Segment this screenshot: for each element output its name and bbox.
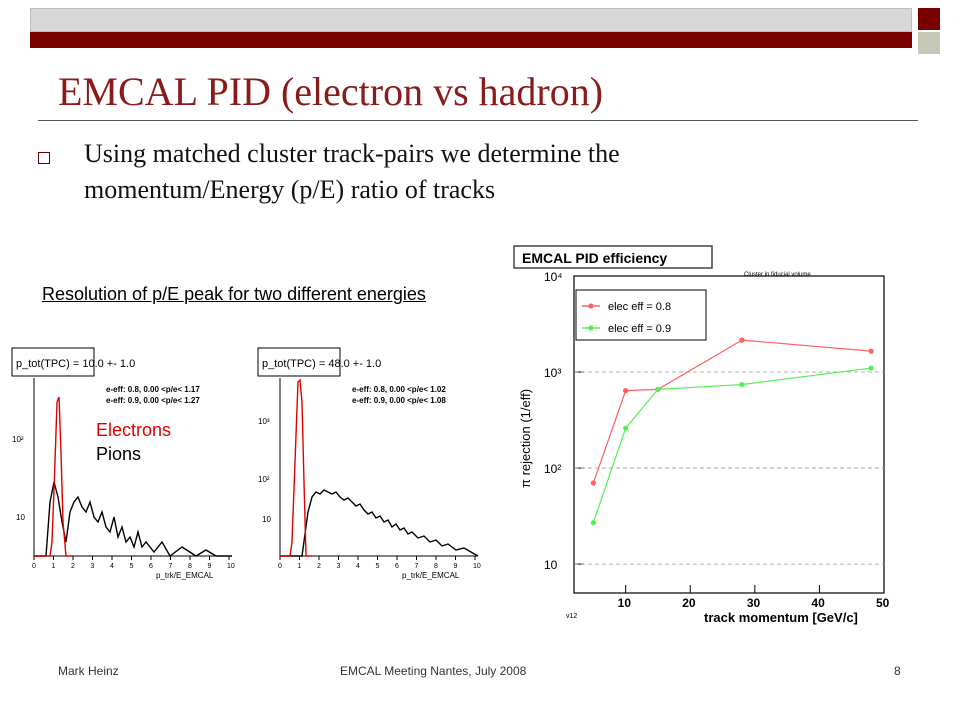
hist1-xtick-label-8: 8 [188,563,192,570]
hist2-xtick-label-0: 0 [278,563,282,570]
series-1-point-1 [623,425,629,431]
bullet-text: Using matched cluster track-pairs we det… [84,139,620,204]
hist2-electron-curve [280,378,312,557]
hist2-xtick-label-5: 5 [376,563,380,570]
hist2-ytick-100: 10² [258,475,270,484]
hist1-xtick-label-3: 3 [91,563,95,570]
series-1-point-3 [739,381,745,388]
hist1-ytick-100: 10² [12,435,24,444]
hist2-xtick-label-9: 9 [454,563,458,570]
legend-label-0: elec eff = 0.8 [608,301,671,313]
chart-xtick-label-10: 10 [618,596,632,610]
hist1-xtick-label-10: 10 [227,563,235,570]
chart-ylabel: π rejection (1/eff) [518,389,533,488]
chart-xtick-label-40: 40 [811,596,825,610]
chart-frame [573,275,885,594]
footer-author: Mark Heinz [58,664,119,678]
hist1-xtick-label-6: 6 [149,563,153,570]
bullet-square-icon [38,152,50,164]
header-band-dark [30,32,912,48]
chart-gridlines [574,371,884,565]
hist1-eff-line2: e-eff: 0.9, 0.00 <p/e< 1.27 [106,396,200,405]
legend-label-1: elec eff = 0.9 [608,323,671,335]
hist2-eff-line1: e-eff: 0.8, 0.00 <p/e< 1.02 [352,385,446,394]
chart-xtick-label-50: 50 [876,596,890,610]
hist1-ytick-10: 10 [16,513,25,522]
hist2-pion-curve [280,489,479,557]
slide-title: EMCAL PID (electron vs hadron) [58,69,604,114]
legend-marker-1 [588,325,594,331]
histogram-48gev: p_tot(TPC) = 48.0 +- 1.0 e-eff: 0.8, 0.0… [252,342,488,582]
chart-title: EMCAL PID efficiency [522,250,667,266]
series-1-point-2 [655,386,661,392]
legend-pions: Pions [96,444,142,464]
header-square-dark [918,8,940,30]
chart-axes: 10 20 30 40 50 10⁴ 10³ 10² 10 [544,270,890,610]
hist2-xtick-label-8: 8 [434,563,438,570]
hist2-xtick-label-3: 3 [337,563,341,570]
chart-xtick-label-30: 30 [747,596,761,610]
legend-electrons: Electrons [96,420,172,440]
chart-subtitle: Cluster in fiducial volume [744,272,811,278]
hist2-eff-line2: e-eff: 0.9, 0.00 <p/e< 1.08 [352,396,446,405]
hist2-xtick-label-6: 6 [395,563,399,570]
hist1-xticks: 0 1 2 3 4 5 6 7 8 9 10 [32,556,235,570]
hist1-electron-curve [34,396,72,557]
series-0-point-3 [739,337,745,343]
title-divider [38,120,918,121]
chart-corner-label: v12 [566,613,577,620]
chart-legend: elec eff = 0.8 elec eff = 0.9 [575,289,707,341]
hist1-xtick-label-1: 1 [52,563,56,570]
hist2-xtick-label-10: 10 [473,563,481,570]
series-0-point-0 [590,480,596,486]
hist1-xtick-label-0: 0 [32,563,36,570]
chart-ytick-label-3: 10 [544,558,558,572]
series-1-point-4 [868,365,874,371]
legend-box [575,289,707,341]
footer-page-number: 8 [894,664,901,678]
hist2-xtick-label-7: 7 [415,563,419,570]
legend-marker-0 [588,303,594,309]
hist1-xtick-label-5: 5 [130,563,134,570]
hist2-xtick-label-4: 4 [356,563,360,570]
chart-ytick-label-0: 10⁴ [544,270,563,284]
pid-efficiency-chart: EMCAL PID efficiency Cluster in fiducial… [504,238,904,632]
hist2-xlabel: p_trk/E_EMCAL [402,571,460,580]
hist2-title: p_tot(TPC) = 48.0 +- 1.0 [262,358,381,370]
chart-xlabel: track momentum [GeV/c] [704,610,858,625]
chart-series [590,337,874,526]
hist1-xlabel: p_trk/E_EMCAL [156,571,214,580]
hist2-ytick-10: 10 [262,515,271,524]
footer-meeting: EMCAL Meeting Nantes, July 2008 [340,664,527,678]
hist1-xtick-label-4: 4 [110,563,114,570]
chart-xtick-label-20: 20 [682,596,696,610]
hist2-ytick-1000: 10³ [258,417,270,426]
hist2-xtick-label-2: 2 [317,563,321,570]
header-square-light [918,32,940,54]
header-band-light [30,8,912,32]
hist1-title: p_tot(TPC) = 10.0 +- 1.0 [16,358,135,370]
chart-ytick-label-2: 10² [544,462,561,476]
hist1-xtick-label-2: 2 [71,563,75,570]
hist1-xtick-label-9: 9 [208,563,212,570]
hist2-xtick-label-1: 1 [298,563,302,570]
hist1-xtick-label-7: 7 [169,563,173,570]
histogram-10gev: p_tot(TPC) = 10.0 +- 1.0 e-eff: 0.8, 0.0… [6,342,242,582]
series-1-point-0 [590,520,596,526]
chart-ytick-label-1: 10³ [544,366,561,380]
series-0-point-1 [623,388,629,394]
hist1-eff-line1: e-eff: 0.8, 0.00 <p/e< 1.17 [106,385,200,394]
resolution-caption: Resolution of p/E peak for two different… [42,284,426,304]
series-0-point-4 [868,348,874,354]
